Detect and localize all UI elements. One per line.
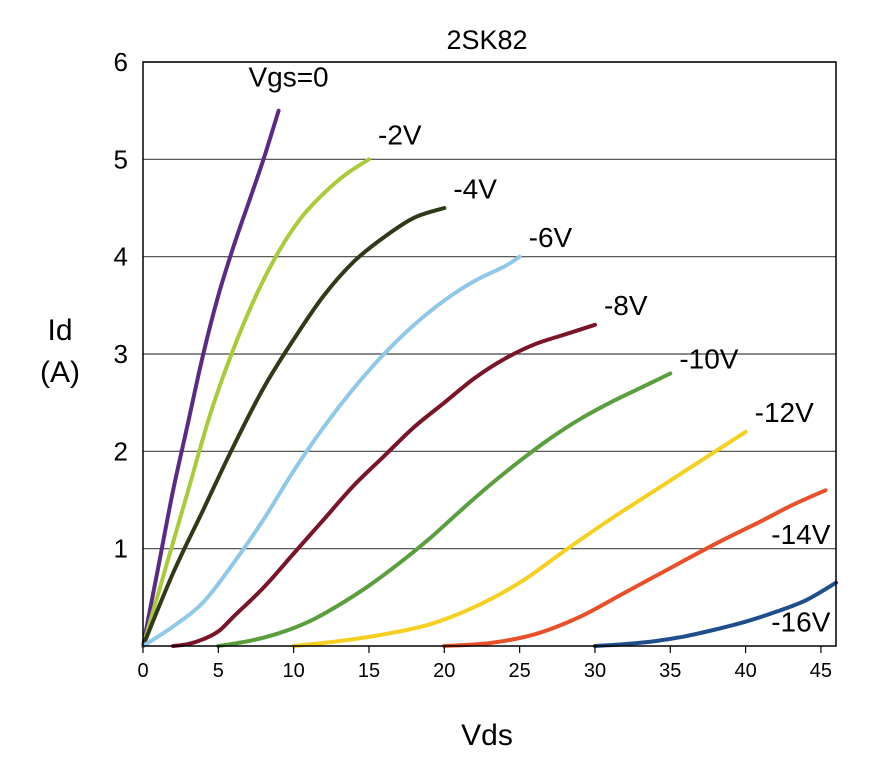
y-tick-labels: 1 2 3 4 5 6 [114,47,128,564]
series-line-1 [141,157,371,648]
x-tick-45: 45 [810,660,832,682]
series-label-2: -4V [453,173,497,204]
series-label-1: -2V [378,120,422,151]
series-label-0: Vgs=0 [248,61,328,92]
series-line-0 [141,108,281,648]
x-tick-10: 10 [283,660,305,682]
series-label-3: -6V [529,222,573,253]
x-tick-35: 35 [659,660,681,682]
y-axis-label: Id [47,314,72,347]
y-axis-label-unit: (A) [40,356,80,389]
x-tick-15: 15 [358,660,380,682]
x-axis-label: Vds [461,719,513,752]
series-line-4 [171,322,597,648]
series-label-4: -8V [604,290,648,321]
y-tick-3: 3 [114,339,128,369]
chart-title: 2SK82 [446,25,527,55]
y-tick-5: 5 [114,144,128,174]
series-line-6 [291,429,748,648]
series-label-5: -10V [679,344,738,375]
series-label-7: -14V [771,519,830,550]
x-tick-5: 5 [213,660,224,682]
series-line-3 [141,254,522,648]
y-tick-1: 1 [114,534,128,564]
x-tick-40: 40 [734,660,756,682]
series-curves [141,108,838,648]
series-label-8: -16V [771,606,830,637]
series-line-5 [216,371,673,648]
x-tick-0: 0 [137,660,148,682]
series-line-8 [593,580,838,648]
series-line-7 [442,488,828,648]
plot-frame [142,61,837,647]
series-labels: Vgs=0 -2V -4V -6V -8V -10V -12V -14V -16V [248,61,830,637]
y-tick-2: 2 [114,436,128,466]
x-tick-25: 25 [509,660,531,682]
x-tick-labels: 0 5 10 15 20 25 30 35 40 45 [137,646,832,682]
series-label-6: -12V [755,397,814,428]
y-tick-6: 6 [114,47,128,77]
series-line-2 [141,206,447,648]
y-tick-4: 4 [114,242,128,272]
x-tick-20: 20 [433,660,455,682]
gridlines [143,61,836,550]
x-tick-30: 30 [584,660,606,682]
